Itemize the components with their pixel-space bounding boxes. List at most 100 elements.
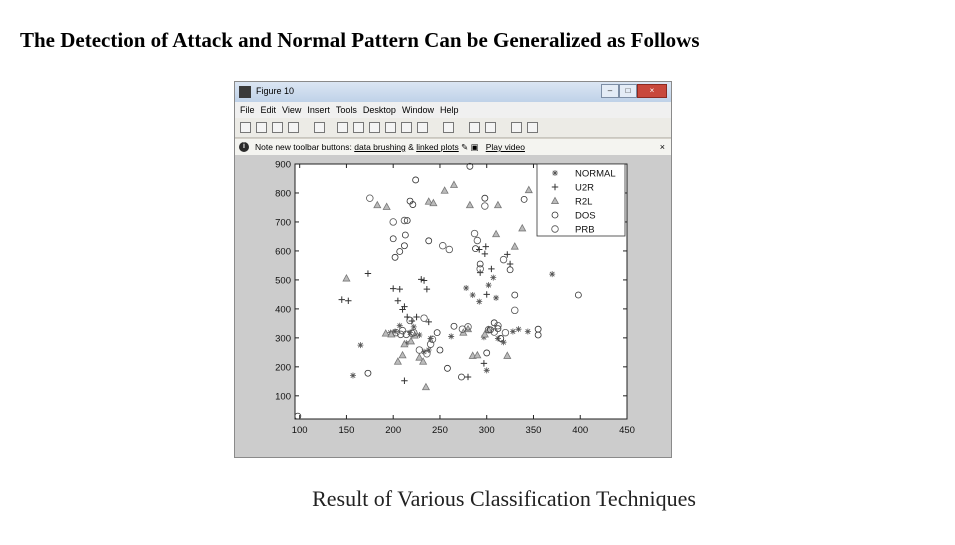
save-icon[interactable]: [272, 122, 283, 133]
play-video-link[interactable]: Play video: [485, 142, 525, 152]
plus-mark: [394, 297, 402, 304]
plus-mark: [506, 260, 514, 268]
data-point-u2r: [420, 277, 428, 284]
menu-window[interactable]: Window: [401, 105, 434, 115]
data-point-prb: [445, 245, 454, 254]
triangle-mark: [398, 350, 407, 359]
data-point-prb: [423, 350, 431, 358]
star-mark: [524, 328, 531, 335]
data-point-r2l: [398, 350, 407, 359]
menu-help[interactable]: Help: [439, 105, 459, 115]
data-point-r2l: [400, 339, 409, 348]
note-close-button[interactable]: ×: [659, 142, 665, 152]
circle-mark: [472, 245, 479, 253]
link-plot-icon[interactable]: [443, 122, 454, 133]
colorbar-icon[interactable]: [469, 122, 480, 133]
linked-plots-link[interactable]: linked plots: [416, 142, 459, 152]
hexagon-mark: [501, 328, 510, 337]
data-brushing-link[interactable]: data brushing: [354, 142, 406, 152]
rotate-3d-icon[interactable]: [385, 122, 396, 133]
note-prefix: Note new toolbar buttons:: [255, 142, 352, 152]
hide-plot-tools-icon[interactable]: [511, 122, 522, 133]
window-titlebar[interactable]: Figure 10 – □ ×: [235, 82, 671, 102]
hexagon-mark: [445, 245, 454, 254]
plus-mark: [425, 318, 432, 326]
menu-insert[interactable]: Insert: [307, 105, 330, 115]
circle-mark: [450, 322, 458, 330]
star-mark: [469, 291, 476, 298]
triangle-mark: [373, 200, 382, 209]
triangle-mark: [449, 180, 459, 188]
plot-area: 100 150 200 250 300 350 400 450 100 200 300 400 500 6…: [235, 155, 671, 457]
menu-bar: File Edit View Insert Tools Desktop Wind…: [235, 102, 671, 118]
circle-mark: [294, 412, 302, 420]
data-point-prb: [501, 328, 510, 337]
hexagon-mark: [551, 225, 559, 233]
data-point-normal: [500, 339, 507, 346]
data-point-u2r: [389, 285, 397, 292]
y-tick-label: 700: [275, 217, 291, 228]
notification-bar: i Note new toolbar buttons: data brushin…: [235, 139, 671, 155]
data-cursor-icon[interactable]: [401, 122, 412, 133]
hexagon-mark: [464, 323, 472, 331]
hexagon-mark: [439, 242, 447, 250]
data-point-dos: [511, 291, 519, 299]
open-file-icon[interactable]: [256, 122, 267, 133]
data-point-prb: [400, 216, 409, 225]
data-point-dos: [389, 235, 397, 243]
plus-mark: [483, 291, 490, 298]
menu-file[interactable]: File: [240, 105, 255, 115]
new-figure-icon[interactable]: [240, 122, 251, 133]
menu-edit[interactable]: Edit: [260, 105, 277, 115]
data-point-prb: [464, 323, 472, 331]
plus-mark: [504, 251, 511, 258]
legend-label-normal: NORMAL: [575, 169, 616, 180]
minimize-button[interactable]: –: [601, 84, 619, 98]
data-point-r2l: [510, 242, 519, 250]
zoom-in-icon[interactable]: [337, 122, 348, 133]
brush-icon[interactable]: [417, 122, 428, 133]
menu-view[interactable]: View: [282, 105, 302, 115]
data-point-u2r: [401, 303, 408, 310]
triangle-mark: [415, 353, 424, 361]
data-point-u2r: [394, 297, 402, 304]
data-point-normal: [490, 274, 497, 281]
legend-label-r2l: R2L: [575, 197, 592, 208]
x-tick-label: 100: [292, 425, 308, 436]
star-mark: [549, 271, 556, 278]
circle-mark: [481, 194, 489, 202]
legend-icon[interactable]: [485, 122, 496, 133]
star-mark: [427, 335, 434, 342]
plus-mark: [476, 246, 483, 253]
close-button[interactable]: ×: [637, 84, 667, 98]
data-point-u2r: [413, 313, 420, 321]
triangle-mark: [524, 185, 533, 194]
hexagon-mark: [410, 328, 418, 337]
hexagon-mark: [481, 202, 489, 210]
print-icon[interactable]: [288, 122, 299, 133]
circle-mark: [412, 176, 420, 184]
figure-toolbar: [235, 118, 671, 138]
data-point-u2r: [483, 291, 490, 298]
zoom-out-icon[interactable]: [353, 122, 364, 133]
triangle-mark: [382, 202, 391, 210]
data-point-u2r: [423, 285, 431, 293]
maximize-button[interactable]: □: [619, 84, 637, 98]
hexagon-mark: [428, 335, 437, 344]
x-tick-label: 250: [432, 425, 448, 436]
hexagon-mark: [470, 229, 479, 238]
menu-desktop[interactable]: Desktop: [362, 105, 396, 115]
menu-tools[interactable]: Tools: [335, 105, 357, 115]
plus-mark: [423, 285, 431, 293]
show-plot-tools-icon[interactable]: [527, 122, 538, 133]
edit-plot-arrow-icon[interactable]: [314, 122, 325, 133]
triangle-mark: [381, 329, 390, 337]
data-point-dos: [497, 335, 505, 342]
star-mark: [425, 347, 432, 354]
data-point-dos: [506, 266, 514, 274]
data-point-normal: [407, 329, 414, 336]
data-point-dos: [391, 253, 399, 261]
legend-label-u2r: U2R: [575, 183, 594, 194]
pan-icon[interactable]: [369, 122, 380, 133]
data-point-normal: [357, 342, 364, 349]
